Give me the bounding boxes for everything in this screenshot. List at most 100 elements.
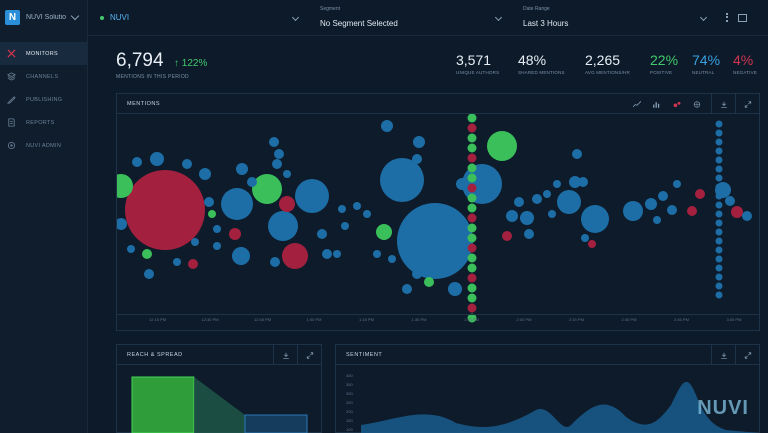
mention-bubble[interactable] xyxy=(548,210,556,218)
mention-bubble[interactable] xyxy=(581,205,609,233)
mention-bubble[interactable] xyxy=(581,234,589,242)
mention-bubble[interactable] xyxy=(191,238,199,246)
mention-bubble[interactable] xyxy=(623,201,643,221)
mention-bubble[interactable] xyxy=(715,219,723,227)
kebab-menu-icon[interactable] xyxy=(726,13,728,22)
mention-bubble[interactable] xyxy=(117,218,127,230)
mention-bubble[interactable] xyxy=(715,264,723,272)
mention-bubble[interactable] xyxy=(213,242,221,250)
mention-bubble[interactable] xyxy=(322,249,332,259)
mention-bubble[interactable] xyxy=(295,179,329,213)
mention-bubble[interactable] xyxy=(467,213,477,223)
mention-bubble[interactable] xyxy=(182,159,192,169)
mention-bubble[interactable] xyxy=(381,120,393,132)
mention-bubble[interactable] xyxy=(412,269,422,279)
mention-bubble[interactable] xyxy=(715,174,723,182)
mention-bubble[interactable] xyxy=(467,114,477,123)
mention-bubble[interactable] xyxy=(715,120,723,128)
mention-bubble[interactable] xyxy=(376,224,392,240)
mention-bubble[interactable] xyxy=(413,136,425,148)
mention-bubble[interactable] xyxy=(557,190,581,214)
mention-bubble[interactable] xyxy=(467,313,477,323)
mention-bubble[interactable] xyxy=(487,131,517,161)
mention-bubble[interactable] xyxy=(269,137,279,147)
mention-bubble[interactable] xyxy=(506,210,518,222)
mention-bubble[interactable] xyxy=(467,153,477,163)
download-button[interactable] xyxy=(711,94,735,114)
mention-bubble[interactable] xyxy=(715,210,723,218)
mention-bubble[interactable] xyxy=(127,245,135,253)
mention-bubble[interactable] xyxy=(502,231,512,241)
sidebar-item-reports[interactable]: REPORTS xyxy=(0,111,87,134)
mention-bubble[interactable] xyxy=(341,222,349,230)
mention-bubble[interactable] xyxy=(467,123,477,133)
bubble-chart-icon[interactable] xyxy=(673,101,681,108)
mention-bubble[interactable] xyxy=(572,149,582,159)
mention-bubble[interactable] xyxy=(448,282,462,296)
mention-bubble[interactable] xyxy=(467,253,477,263)
mention-bubble[interactable] xyxy=(569,176,581,188)
mention-bubble[interactable] xyxy=(221,188,253,220)
mention-bubble[interactable] xyxy=(199,168,211,180)
mention-bubble[interactable] xyxy=(467,223,477,233)
mention-bubble[interactable] xyxy=(715,291,723,299)
mention-bubble[interactable] xyxy=(467,133,477,143)
mention-bubble[interactable] xyxy=(232,247,250,265)
expand-button[interactable] xyxy=(735,345,759,365)
mention-bubble[interactable] xyxy=(213,225,221,233)
mention-bubble[interactable] xyxy=(658,191,668,201)
mention-bubble[interactable] xyxy=(653,216,661,224)
line-chart-icon[interactable] xyxy=(633,100,641,108)
mention-bubble[interactable] xyxy=(421,263,433,275)
mention-bubble[interactable] xyxy=(272,159,282,169)
mention-bubble[interactable] xyxy=(578,177,588,187)
mention-bubble[interactable] xyxy=(467,243,477,253)
mention-bubble[interactable] xyxy=(144,269,154,279)
mention-bubble[interactable] xyxy=(715,282,723,290)
side-panel-icon[interactable] xyxy=(738,13,747,22)
expand-button[interactable] xyxy=(297,345,321,365)
mention-bubble[interactable] xyxy=(317,229,327,239)
mention-bubble[interactable] xyxy=(441,260,453,272)
mention-bubble[interactable] xyxy=(715,255,723,263)
mention-bubble[interactable] xyxy=(715,228,723,236)
mention-bubble[interactable] xyxy=(208,210,216,218)
mention-bubble[interactable] xyxy=(268,211,298,241)
download-button[interactable] xyxy=(711,345,735,365)
mention-bubble[interactable] xyxy=(715,156,723,164)
mention-bubble[interactable] xyxy=(204,197,214,207)
date-range-select[interactable]: Date Range Last 3 Hours xyxy=(511,0,716,36)
mention-bubble[interactable] xyxy=(424,277,434,287)
sidebar-item-monitors[interactable]: MONITORS xyxy=(0,42,87,65)
mention-bubble[interactable] xyxy=(467,193,477,203)
mention-bubble[interactable] xyxy=(715,273,723,281)
mention-bubble[interactable] xyxy=(373,250,381,258)
mention-bubble[interactable] xyxy=(532,194,542,204)
mention-bubble[interactable] xyxy=(715,201,723,209)
mention-bubble[interactable] xyxy=(338,205,346,213)
mention-bubble[interactable] xyxy=(588,240,596,248)
mention-bubble[interactable] xyxy=(456,178,468,190)
mention-bubble[interactable] xyxy=(467,233,477,243)
mention-bubble[interactable] xyxy=(467,303,477,313)
download-button[interactable] xyxy=(273,345,297,365)
mention-bubble[interactable] xyxy=(117,174,133,198)
brand-switcher[interactable]: N NUVI Solution... xyxy=(0,0,87,34)
mention-bubble[interactable] xyxy=(283,170,291,178)
mention-bubble[interactable] xyxy=(380,158,424,202)
monitor-select[interactable]: NUVI xyxy=(88,0,308,36)
mention-bubble[interactable] xyxy=(467,183,477,193)
mention-bubble[interactable] xyxy=(715,147,723,155)
mention-bubble[interactable] xyxy=(333,250,341,258)
mention-bubble[interactable] xyxy=(715,183,723,191)
mention-bubble[interactable] xyxy=(467,203,477,213)
sidebar-item-channels[interactable]: CHANNELS xyxy=(0,65,87,88)
expand-button[interactable] xyxy=(735,94,759,114)
mention-bubble[interactable] xyxy=(405,189,415,199)
sidebar-item-publishing[interactable]: PUBLISHING xyxy=(0,88,87,111)
mention-bubble[interactable] xyxy=(270,257,280,267)
mention-bubble[interactable] xyxy=(132,157,142,167)
mention-bubble[interactable] xyxy=(279,196,295,212)
mention-bubble[interactable] xyxy=(252,174,282,204)
mentions-bubble-chart[interactable] xyxy=(117,114,759,330)
